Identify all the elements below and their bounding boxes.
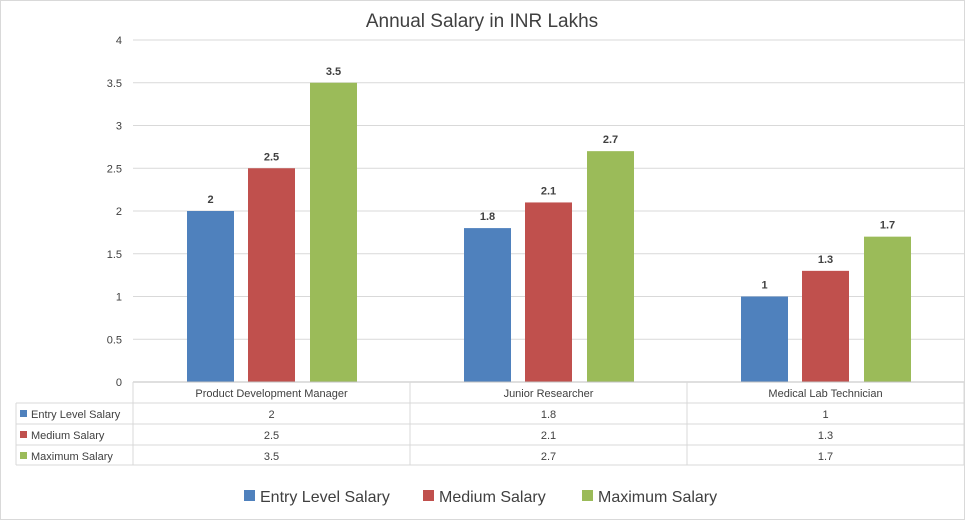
table-cell: 2.5 <box>264 430 279 442</box>
table-cell: 1 <box>822 409 828 421</box>
legend-label: Maximum Salary <box>598 489 717 506</box>
legend-label: Entry Level Salary <box>260 489 390 506</box>
table-cell: 1.7 <box>818 451 833 463</box>
table-cell: 1.8 <box>541 409 556 421</box>
bar <box>248 168 295 382</box>
y-tick-label: 2.5 <box>107 163 122 175</box>
data-label: 2.7 <box>603 134 618 146</box>
y-tick-label: 1.5 <box>107 249 122 261</box>
legend-key <box>20 431 27 438</box>
legend-key <box>20 452 27 459</box>
y-tick-label: 3 <box>116 121 122 133</box>
legend-marker <box>582 490 593 501</box>
chart-title: Annual Salary in INR Lakhs <box>366 11 598 32</box>
table-row-label: Maximum Salary <box>31 451 113 463</box>
data-label: 1.7 <box>880 220 895 232</box>
table-cell: 2.7 <box>541 451 556 463</box>
bar <box>464 228 511 382</box>
y-tick-label: 0 <box>116 377 122 389</box>
y-tick-label: 0.5 <box>107 334 122 346</box>
data-label: 2.5 <box>264 151 279 163</box>
table-row-label: Medium Salary <box>31 430 105 442</box>
bar <box>525 202 572 382</box>
table-cell: 3.5 <box>264 451 279 463</box>
table-row-label: Entry Level Salary <box>31 409 121 421</box>
bar <box>802 270 849 382</box>
bar <box>187 211 234 382</box>
data-label: 2 <box>207 194 213 206</box>
legend-key <box>20 410 27 417</box>
category-label: Junior Researcher <box>504 388 594 400</box>
y-tick-label: 4 <box>116 35 122 47</box>
y-tick-label: 1 <box>116 292 122 304</box>
category-label: Product Development Manager <box>195 388 348 400</box>
data-label: 1.3 <box>818 254 833 266</box>
bar <box>741 296 788 382</box>
y-tick-label: 2 <box>116 206 122 218</box>
data-label: 3.5 <box>326 66 341 78</box>
legend-label: Medium Salary <box>439 489 546 506</box>
y-tick-label: 3.5 <box>107 78 122 90</box>
legend-marker <box>423 490 434 501</box>
legend-marker <box>244 490 255 501</box>
table-cell: 2 <box>268 409 274 421</box>
bar <box>864 236 911 382</box>
table-cell: 2.1 <box>541 430 556 442</box>
data-label: 2.1 <box>541 185 556 197</box>
table-cell: 1.3 <box>818 430 833 442</box>
data-label: 1.8 <box>480 211 495 223</box>
category-label: Medical Lab Technician <box>768 388 882 400</box>
data-label: 1 <box>761 280 767 292</box>
bar <box>587 151 634 382</box>
bar <box>310 82 357 382</box>
